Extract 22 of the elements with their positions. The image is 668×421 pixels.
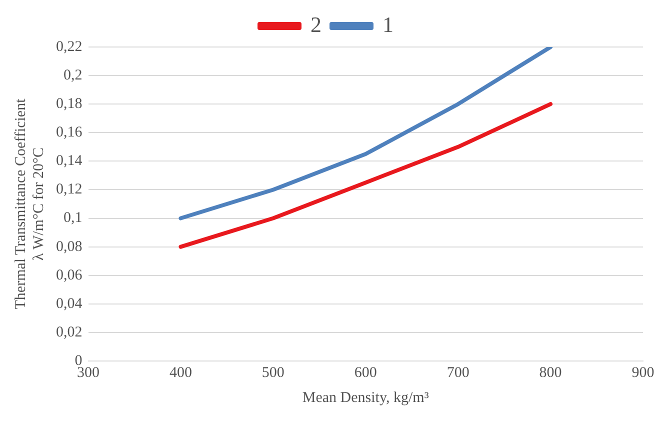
y-tick-label: 0,1 <box>64 210 82 226</box>
x-tick-label: 700 <box>446 364 470 381</box>
y-tick-label: 0,06 <box>56 267 83 284</box>
y-axis-title: Thermal Transmittance Coefficient λ W/m°C for 20°C <box>12 98 47 310</box>
y-tick-label: 0,04 <box>56 296 83 312</box>
y-tick-label: 0,2 <box>64 67 82 84</box>
x-tick-label: 900 <box>632 364 654 381</box>
y-tick-label: 0,08 <box>56 238 82 255</box>
x-tick-label: 600 <box>354 364 377 381</box>
x-axis-title: Mean Density, kg/m³ <box>302 390 430 406</box>
x-tick-label: 400 <box>169 364 192 381</box>
y-tick-label: 0,16 <box>56 124 83 141</box>
y-tick-label: 0,14 <box>56 153 83 170</box>
x-tick-label: 300 <box>77 364 100 381</box>
y-tick-label: 0,12 <box>56 182 82 198</box>
y-tick-label: 0,22 <box>56 38 82 55</box>
x-tick-label: 800 <box>539 364 562 381</box>
legend-label: 2 <box>310 12 322 37</box>
y-tick-label: 0,18 <box>56 96 82 112</box>
x-tick-label: 500 <box>262 364 284 381</box>
y-tick-label: 0,02 <box>56 324 82 340</box>
legend-label: 1 <box>382 12 394 37</box>
